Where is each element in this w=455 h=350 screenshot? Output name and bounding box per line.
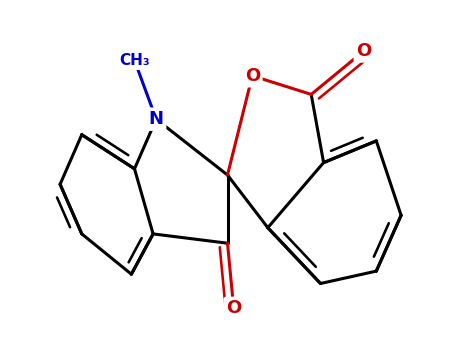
Text: N: N [149, 110, 164, 128]
Text: O: O [356, 42, 372, 60]
Text: O: O [226, 299, 241, 317]
Text: O: O [245, 67, 260, 85]
Text: CH₃: CH₃ [119, 53, 150, 68]
